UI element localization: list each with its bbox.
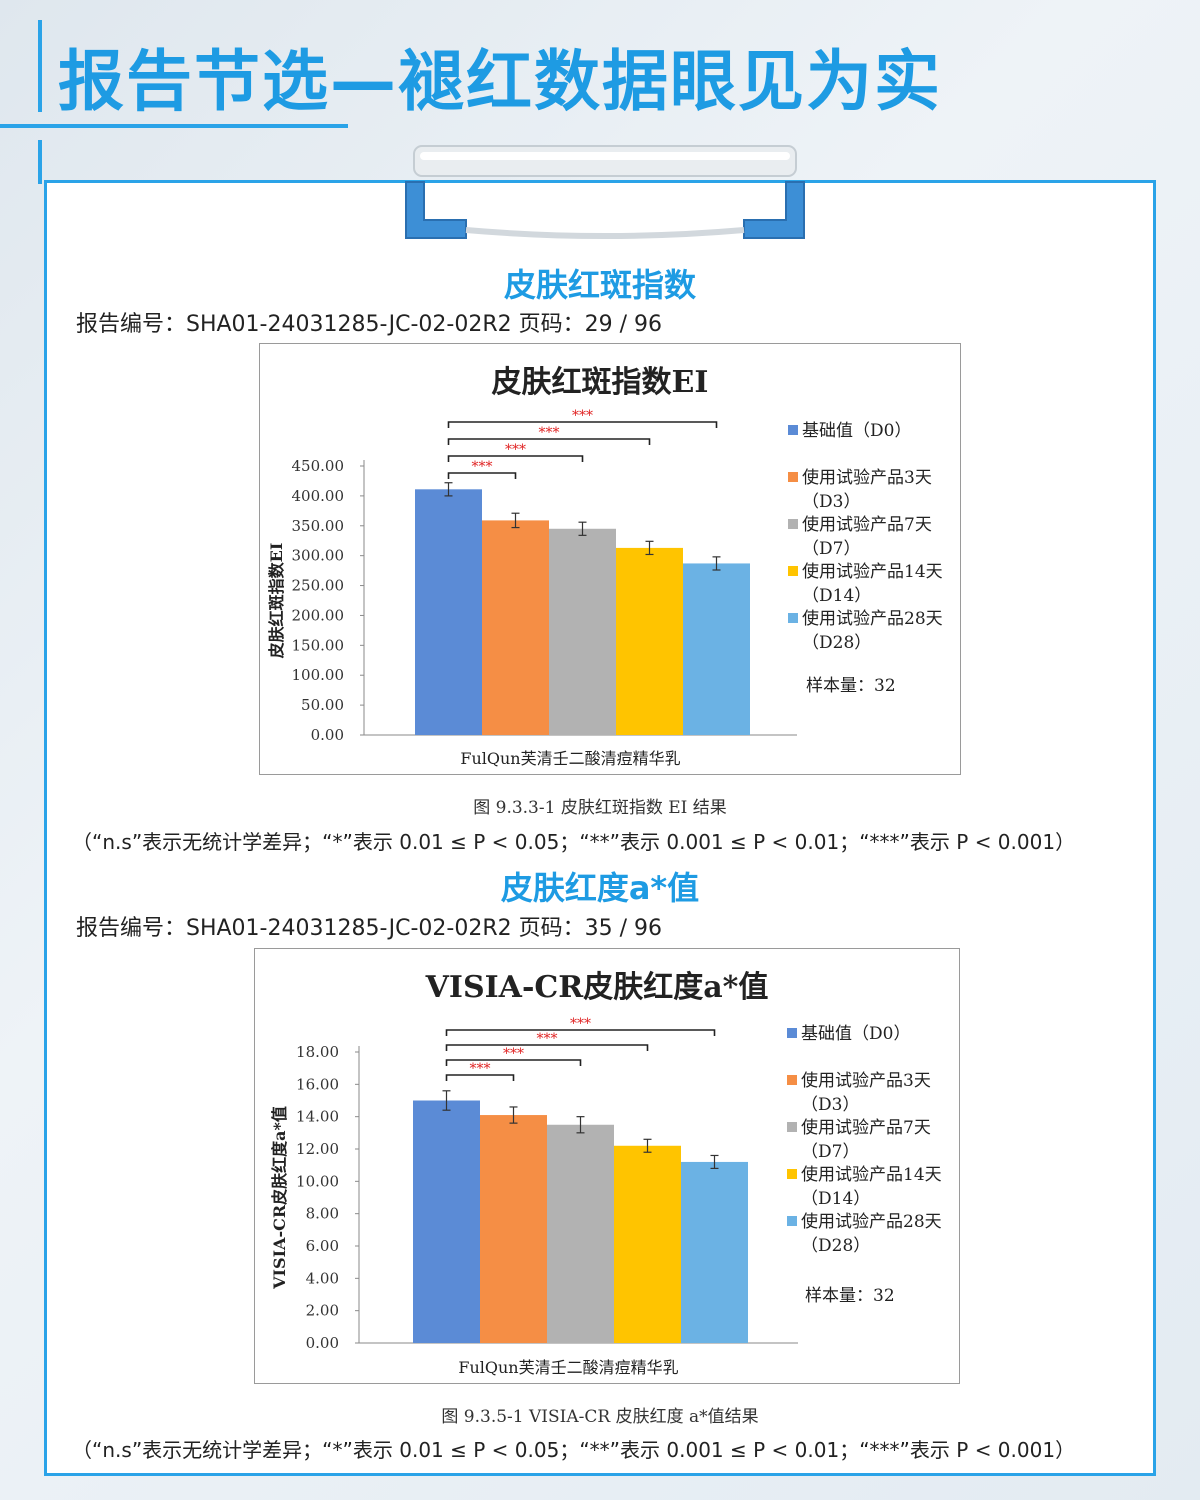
section1-caption: 图 9.3.3-1 皮肤红斑指数 EI 结果 xyxy=(0,793,1200,818)
chart-erythema-index: 皮肤红斑指数EI 0.00 50.00 100.00 150.00 200.00 250.0… xyxy=(260,344,960,774)
y-axis-label: VISIA-CR皮肤红度a*值 xyxy=(270,1106,289,1290)
legend-swatch-2 xyxy=(787,1122,797,1132)
chart-title: 皮肤红斑指数EI xyxy=(492,365,709,400)
y-tick-label: 8.00 xyxy=(306,1205,339,1223)
bar-3 xyxy=(616,548,683,735)
y-tick-label: 50.00 xyxy=(301,696,344,714)
legend-label-0: 基础值（D0） xyxy=(802,421,911,441)
section1-heading: 皮肤红斑指数 xyxy=(0,260,1200,306)
legend-label-3: （D14） xyxy=(802,586,871,606)
bar-4 xyxy=(683,563,750,735)
bar-0 xyxy=(415,489,482,735)
legend-label-2: 使用试验产品7天 xyxy=(802,514,932,535)
legend-label-1: 使用试验产品3天 xyxy=(801,1070,931,1091)
legend-swatch-4 xyxy=(788,613,798,623)
legend-label-0: 基础值（D0） xyxy=(801,1024,910,1044)
title-accent-bar-lower xyxy=(38,140,42,184)
section1-significance-note: （“n.s”表示无统计学差异；“*”表示 0.01 ≤ P < 0.05；“**… xyxy=(72,826,1075,855)
legend-label-2: （D7） xyxy=(802,539,860,559)
legend-swatch-1 xyxy=(787,1075,797,1085)
section2-heading: 皮肤红度a*值 xyxy=(0,863,1200,909)
y-tick-label: 150.00 xyxy=(292,636,345,654)
legend-label-4: 使用试验产品28天 xyxy=(801,1211,942,1232)
chart-visia-redness: VISIA-CR皮肤红度a*值 0.00 2.00 4.00 6.00 8.00 10.00… xyxy=(255,949,959,1383)
legend-label-2: （D7） xyxy=(801,1142,859,1162)
legend-label-1: 使用试验产品3天 xyxy=(802,467,932,488)
x-axis-label: FulQun芙清壬二酸清痘精华乳 xyxy=(458,1358,678,1377)
y-tick-label: 200.00 xyxy=(292,606,345,624)
significance-label-0: *** xyxy=(470,1061,491,1077)
significance-label-1: *** xyxy=(505,442,526,458)
y-tick-label: 350.00 xyxy=(292,517,345,535)
legend-label-3: （D14） xyxy=(801,1189,870,1209)
sample-size-note: 样本量：32 xyxy=(805,1286,895,1306)
section2-significance-note: （“n.s”表示无统计学差异；“*”表示 0.01 ≤ P < 0.05；“**… xyxy=(72,1434,1075,1463)
significance-label-2: *** xyxy=(537,1031,558,1047)
legend-label-3: 使用试验产品14天 xyxy=(801,1164,942,1185)
y-tick-label: 12.00 xyxy=(296,1140,339,1158)
bar-2 xyxy=(549,529,616,735)
y-tick-label: 0.00 xyxy=(311,726,344,744)
significance-label-3: *** xyxy=(570,1016,591,1032)
legend-swatch-0 xyxy=(788,425,798,435)
chart-redness-frame: VISIA-CR皮肤红度a*值 0.00 2.00 4.00 6.00 8.00 10.00… xyxy=(254,948,960,1384)
y-tick-label: 300.00 xyxy=(292,547,345,565)
legend-label-4: （D28） xyxy=(801,1236,870,1256)
y-tick-label: 14.00 xyxy=(296,1108,339,1126)
legend-swatch-3 xyxy=(788,566,798,576)
legend-swatch-4 xyxy=(787,1216,797,1226)
bar-1 xyxy=(480,1115,547,1343)
page-title: 报告节选—褪红数据眼见为实 xyxy=(58,28,942,124)
legend-swatch-2 xyxy=(788,519,798,529)
significance-label-0: *** xyxy=(472,459,493,475)
section2-report-number: 报告编号：SHA01-24031285-JC-02-02R2 页码：35 / 9… xyxy=(76,910,662,942)
y-tick-label: 2.00 xyxy=(306,1302,339,1320)
legend-label-4: 使用试验产品28天 xyxy=(802,608,943,629)
legend-label-3: 使用试验产品14天 xyxy=(802,561,943,582)
legend-swatch-3 xyxy=(787,1169,797,1179)
title-accent-bar xyxy=(38,20,42,112)
bar-1 xyxy=(482,520,549,735)
legend-swatch-0 xyxy=(787,1028,797,1038)
legend-label-2: 使用试验产品7天 xyxy=(801,1117,931,1138)
y-tick-label: 6.00 xyxy=(306,1237,339,1255)
x-axis-label: FulQun芙清壬二酸清痘精华乳 xyxy=(460,749,680,768)
legend-swatch-1 xyxy=(788,472,798,482)
chart-title: VISIA-CR皮肤红度a*值 xyxy=(425,970,769,1005)
significance-label-3: *** xyxy=(572,408,593,424)
legend-label-1: （D3） xyxy=(801,1095,859,1115)
y-tick-label: 16.00 xyxy=(296,1075,339,1093)
y-tick-label: 250.00 xyxy=(292,577,345,595)
bar-4 xyxy=(681,1162,748,1343)
section2-caption: 图 9.3.5-1 VISIA-CR 皮肤红度 a*值结果 xyxy=(0,1402,1200,1427)
significance-label-2: *** xyxy=(539,425,560,441)
y-tick-label: 0.00 xyxy=(306,1334,339,1352)
sample-size-note: 样本量：32 xyxy=(806,676,896,696)
bar-0 xyxy=(413,1101,480,1344)
y-axis-label: 皮肤红斑指数EI xyxy=(267,543,286,660)
bar-3 xyxy=(614,1146,681,1343)
chart-ei-frame: 皮肤红斑指数EI 0.00 50.00 100.00 150.00 200.00 250.0… xyxy=(259,343,961,775)
legend-label-1: （D3） xyxy=(802,492,860,512)
y-tick-label: 4.00 xyxy=(306,1269,339,1287)
y-tick-label: 450.00 xyxy=(292,457,345,475)
y-tick-label: 400.00 xyxy=(292,487,345,505)
clipboard-clip-icon xyxy=(400,142,810,248)
significance-label-1: *** xyxy=(503,1046,524,1062)
title-underline xyxy=(0,124,348,128)
y-tick-label: 100.00 xyxy=(292,666,345,684)
bar-2 xyxy=(547,1125,614,1343)
y-tick-label: 18.00 xyxy=(296,1043,339,1061)
section1-report-number: 报告编号：SHA01-24031285-JC-02-02R2 页码：29 / 9… xyxy=(76,306,662,338)
y-tick-label: 10.00 xyxy=(296,1172,339,1190)
legend-label-4: （D28） xyxy=(802,633,871,653)
